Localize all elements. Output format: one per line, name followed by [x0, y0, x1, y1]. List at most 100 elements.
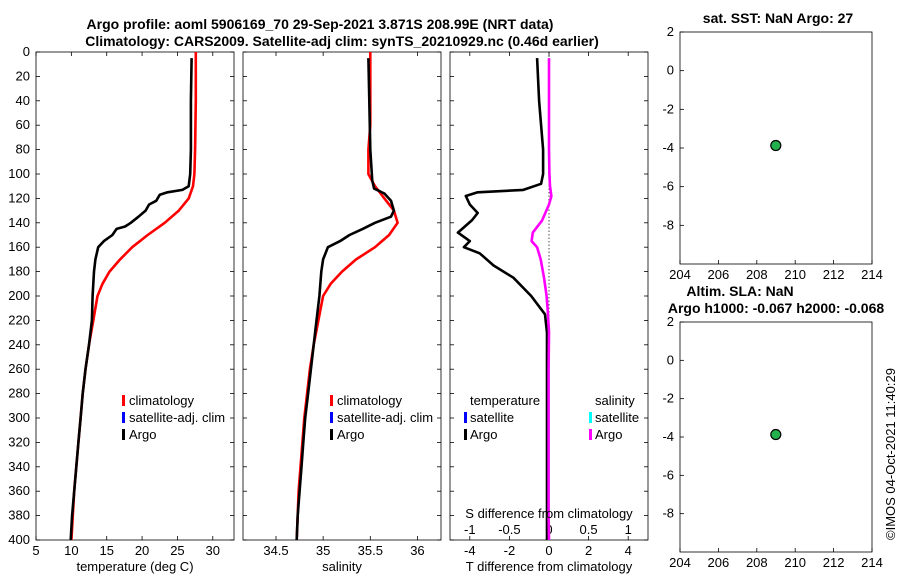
y-tick-label: 320 [8, 434, 30, 449]
legend-swatch-climatology [330, 395, 333, 406]
x-tick-label: -2 [504, 543, 516, 558]
y-tick-label: 220 [8, 312, 30, 327]
x-tick-label: 35.5 [358, 543, 383, 558]
y-tick-label: 60 [16, 117, 30, 132]
x-tick-label: 5 [32, 543, 39, 558]
top-tick-label: 1 [625, 522, 632, 537]
salinity-panel: 34.5 35 35.5 36 salinity climatology satell… [242, 51, 442, 574]
legend-swatch-argo [330, 429, 333, 440]
legend-satellite: satellite-adj. clim [129, 410, 225, 425]
sla-map-title-2: Argo h1000: -0.067 h2000: -0.068 [668, 300, 885, 316]
x-tick-label: 36 [410, 543, 424, 558]
y-tick-label: 300 [8, 410, 30, 425]
y-tick-label: 180 [8, 264, 30, 279]
legend-argo: Argo [337, 427, 364, 442]
y-tick-label: 0 [667, 352, 674, 367]
y-tick-label: 120 [8, 190, 30, 205]
x-tick-label: 204 [669, 555, 691, 570]
x-tick-label: 210 [784, 267, 806, 282]
salinity-xlabel: salinity [322, 559, 362, 574]
x-tick-label: 15 [99, 543, 113, 558]
temperature-xlabel: temperature (deg C) [76, 559, 193, 574]
salinity-legend: climatology satellite-adj. clim Argo [330, 393, 433, 442]
y-tick-label: 200 [8, 288, 30, 303]
legend-temperature-title: temperature [470, 393, 540, 408]
legend-s-argo: Argo [595, 427, 622, 442]
series-t-diff-argo [456, 58, 549, 540]
title-line-2: Climatology: CARS2009. Satellite-adj cli… [85, 33, 599, 49]
temperature-legend: climatology satellite-adj. clim Argo [122, 393, 225, 442]
legend-argo: Argo [129, 427, 156, 442]
temperature-lines [69, 52, 198, 541]
legend-satellite: satellite-adj. clim [337, 410, 433, 425]
difference-legend: temperature satellite Argo salinity sate… [464, 393, 639, 442]
title-line-1: Argo profile: aoml 5906169_70 29-Sep-202… [87, 16, 554, 32]
x-tick-label: 208 [746, 555, 768, 570]
y-tick-label: 40 [16, 93, 30, 108]
legend-swatch-s-satellite [589, 412, 592, 423]
temperature-ticks: 5 10 15 20 25 300 20 40 60 80 100 120 140 160 180 200 22… [8, 44, 234, 558]
sst-map-points [770, 139, 782, 152]
y-tick-label: 20 [16, 68, 30, 83]
x-tick-label: 212 [823, 267, 845, 282]
x-tick-label: 10 [64, 543, 78, 558]
x-tick-label: 4 [625, 543, 632, 558]
legend-swatch-climatology [122, 395, 125, 406]
temperature-panel: 5 10 15 20 25 300 20 40 60 80 100 120 140 160 180 200 22… [8, 44, 235, 574]
legend-swatch-t-argo [464, 429, 467, 440]
x-tick-label: 206 [708, 555, 730, 570]
y-tick-label: 80 [16, 142, 30, 157]
legend-swatch-argo [122, 429, 125, 440]
x-tick-label: 214 [861, 267, 883, 282]
legend-swatch-satellite [122, 412, 125, 423]
sla-map-panel: 204 206 208 210 212 214 2 0 -2 -4 -6 -8 Altim. SLA:… [662, 283, 884, 570]
difference-panel: -4 -2 0 2 4-1 -0.5 0 0.5 1 T difference from cli… [449, 51, 649, 574]
top-tick-label: -1 [464, 522, 476, 537]
x-tick-label: 206 [708, 267, 730, 282]
y-tick-label: 2 [667, 314, 674, 329]
legend-s-satellite: satellite [595, 410, 639, 425]
y-tick-label: -8 [662, 217, 674, 232]
x-tick-label: 34.5 [263, 543, 288, 558]
y-tick-label: -4 [662, 140, 674, 155]
y-tick-label: 260 [8, 361, 30, 376]
x-tick-label: 212 [823, 555, 845, 570]
legend-swatch-satellite [330, 412, 333, 423]
salinity-ticks: 34.5 35 35.5 36 [243, 51, 441, 558]
legend-climatology: climatology [129, 393, 195, 408]
y-tick-label: 100 [8, 166, 30, 181]
y-tick-label: -8 [662, 506, 674, 521]
series-argo [69, 58, 193, 541]
y-tick-label: 160 [8, 239, 30, 254]
salinity-lines [295, 52, 399, 541]
argo-position-marker [770, 139, 782, 152]
y-tick-label: 280 [8, 386, 30, 401]
y-tick-label: -2 [662, 101, 674, 116]
difference-top-xlabel: S difference from climatology [465, 506, 633, 521]
sla-map-ticks: 204 206 208 210 212 214 2 0 -2 -4 -6 -8 [662, 314, 882, 570]
x-tick-label: 35 [316, 543, 330, 558]
legend-swatch-t-satellite [464, 412, 467, 423]
y-tick-label: 0 [667, 63, 674, 78]
legend-t-argo: Argo [470, 427, 497, 442]
x-tick-label: 214 [861, 555, 883, 570]
x-tick-label: 0 [545, 543, 552, 558]
sst-map-ticks: 204 206 208 210 212 214 2 0 -2 -4 -6 -8 [662, 24, 882, 282]
legend-salinity-title: salinity [595, 393, 635, 408]
x-tick-label: 210 [784, 555, 806, 570]
x-tick-label: 25 [170, 543, 184, 558]
y-tick-label: 2 [667, 24, 674, 39]
sla-map-points [770, 428, 782, 441]
temperature-axes [35, 51, 235, 541]
y-tick-label: 240 [8, 337, 30, 352]
argo-position-marker [770, 428, 782, 441]
top-tick-label: 0.5 [580, 522, 598, 537]
sst-map-title: sat. SST: NaN Argo: 27 [703, 10, 854, 26]
x-tick-label: 20 [135, 543, 149, 558]
y-tick-label: 140 [8, 215, 30, 230]
y-tick-label: 360 [8, 483, 30, 498]
y-tick-label: 340 [8, 459, 30, 474]
x-tick-label: 2 [585, 543, 592, 558]
x-tick-label: 204 [669, 267, 691, 282]
